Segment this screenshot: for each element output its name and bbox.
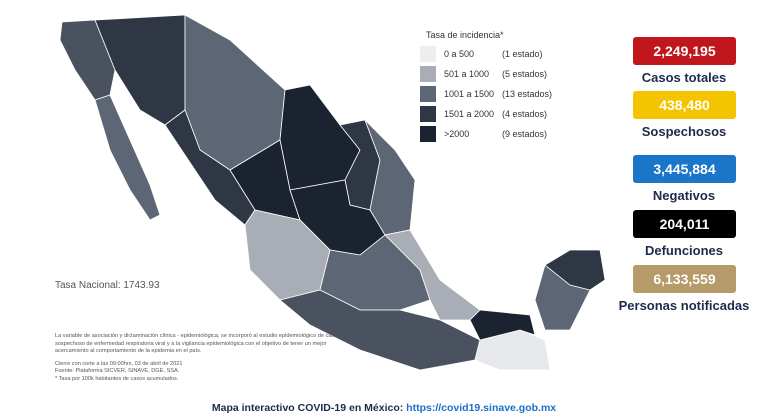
footer: Mapa interactivo COVID-19 en México: htt… xyxy=(0,402,768,414)
legend-range: 0 a 500 xyxy=(444,49,475,59)
legend-range: >2000 xyxy=(444,129,470,139)
stat-label: Casos totales xyxy=(641,70,727,85)
legend-title: Tasa de incidencia* xyxy=(426,30,504,40)
legend-item: 1001 a 1500 (13 estados) xyxy=(420,84,552,104)
legend: Tasa de incidencia* 0 a 500 (1 estado) 501… xyxy=(420,30,552,144)
legend-item: 0 a 500 (1 estado) xyxy=(420,44,552,64)
legend-item: >2000 (9 estados) xyxy=(420,124,552,144)
stat-value: 204,011 xyxy=(633,210,736,238)
stat-label: Personas notificadas xyxy=(618,298,750,313)
stat-label: Defunciones xyxy=(644,243,723,258)
note-cutoff: Cierre con corte a las 09:00hrs, 03 de a… xyxy=(55,360,183,367)
note-source: Fuente: Plataforma SICVER, SINAVE, DGE, … xyxy=(55,368,180,374)
footer-text: Mapa interactivo COVID-19 en México: xyxy=(211,402,404,414)
legend-range: 1501 a 2000 xyxy=(444,109,495,119)
footer-link[interactable]: https://covid19.sinave.gob.mx xyxy=(406,402,557,414)
legend-swatch xyxy=(420,86,436,102)
legend-swatch xyxy=(420,126,436,142)
notes: La variable de asociación y dictaminació… xyxy=(55,333,355,383)
legend-swatch xyxy=(420,106,436,122)
legend-count: (9 estados) xyxy=(502,129,548,139)
legend-count: (1 estado) xyxy=(502,49,543,59)
stat-label: Negativos xyxy=(652,188,716,203)
legend-range: 501 a 1000 xyxy=(444,69,490,79)
legend-count: (13 estados) xyxy=(502,89,553,99)
state xyxy=(544,249,606,291)
stat-value: 2,249,195 xyxy=(633,37,736,65)
legend-count: (4 estados) xyxy=(502,109,548,119)
state xyxy=(94,94,161,221)
stat-value: 3,445,884 xyxy=(633,155,736,183)
legend-rows: 0 a 500 (1 estado) 501 a 1000 (5 estados) 10… xyxy=(420,44,552,144)
stat-value: 438,480 xyxy=(633,91,736,119)
legend-swatch xyxy=(420,46,436,62)
note-footnote: * Tasa por 100k habitantes de casos acum… xyxy=(55,375,179,382)
national-rate: Tasa Nacional: 1743.93 xyxy=(55,280,160,291)
state xyxy=(469,309,536,341)
stat-value: 6,133,559 xyxy=(633,265,736,293)
note-paragraph: La variable de asociación y dictaminació… xyxy=(55,333,338,354)
legend-item: 1501 a 2000 (4 estados) xyxy=(420,104,552,124)
legend-swatch xyxy=(420,66,436,82)
legend-range: 1001 a 1500 xyxy=(444,89,495,99)
legend-item: 501 a 1000 (5 estados) xyxy=(420,64,552,84)
stat-label: Sospechosos xyxy=(641,124,727,139)
legend-count: (5 estados) xyxy=(502,69,548,79)
